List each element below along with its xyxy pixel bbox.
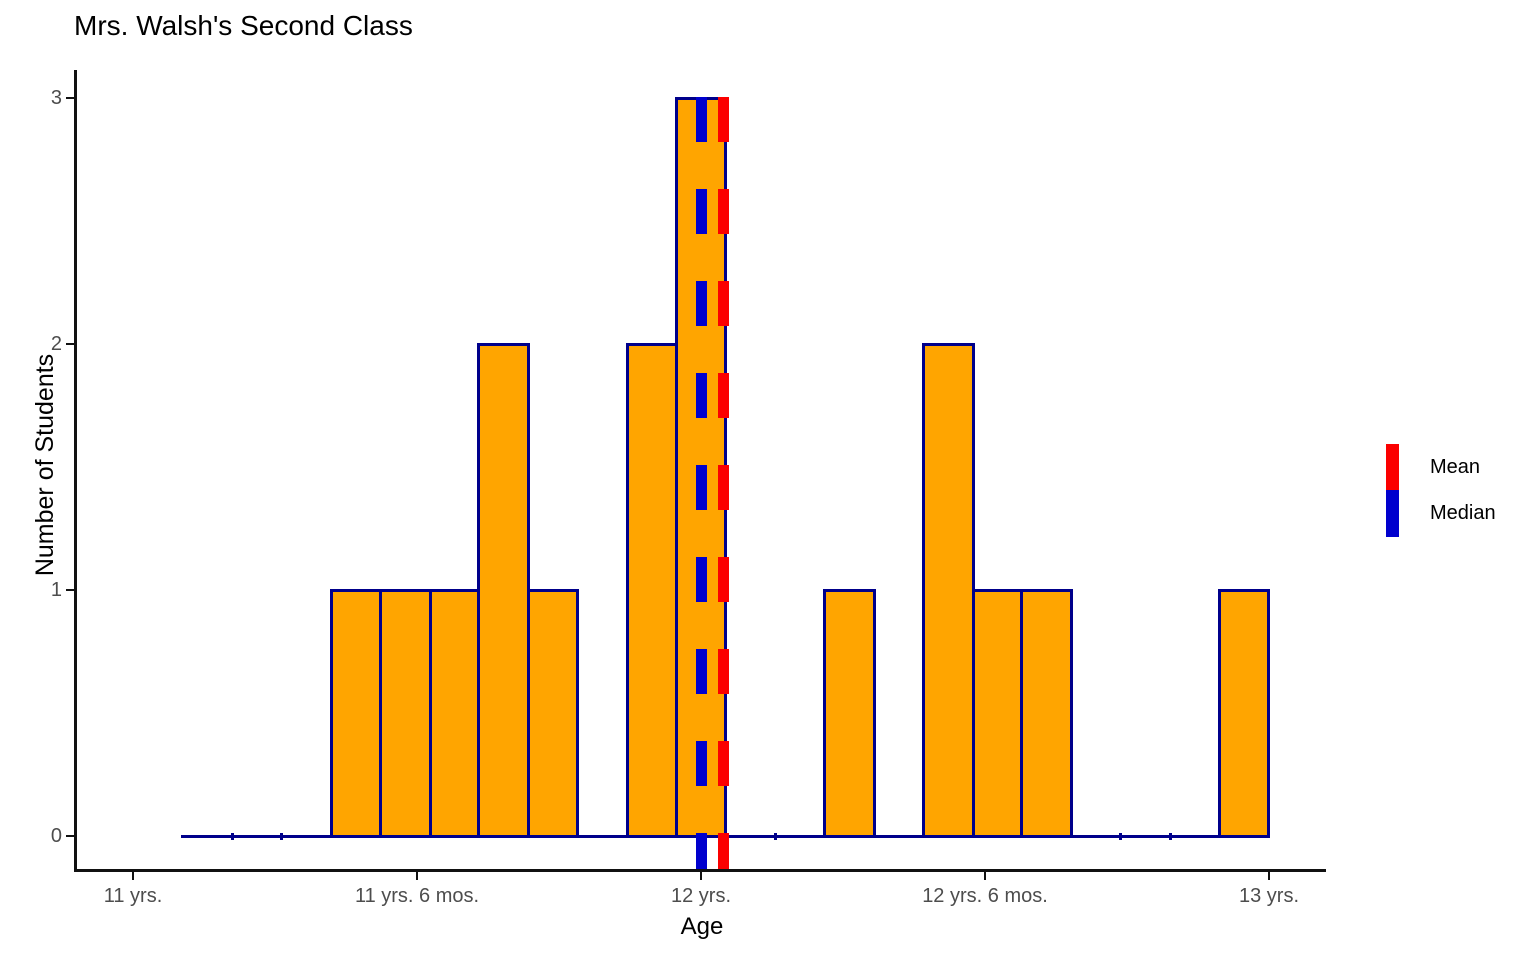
empty-bin-edge-mark [280, 833, 284, 840]
y-tick-label: 3 [50, 87, 62, 109]
histogram-bar [526, 588, 580, 838]
histogram-bar [1218, 588, 1271, 838]
empty-bin-edge-mark [1168, 833, 1172, 840]
y-axis-title: Number of Students [31, 353, 59, 577]
x-axis-tick [415, 871, 419, 880]
y-axis-tick [66, 834, 74, 838]
x-tick-label: 13 yrs. [1238, 885, 1300, 907]
x-axis-line [74, 869, 1326, 872]
mean-line [718, 97, 730, 869]
y-axis-tick [66, 588, 74, 592]
x-axis-tick [131, 871, 135, 880]
x-axis-tick [699, 871, 703, 880]
y-tick-label: 1 [50, 579, 62, 601]
median-legend-label: Median [1430, 502, 1496, 524]
empty-bin-edge-mark [230, 833, 234, 840]
x-tick-label: 12 yrs. [670, 885, 732, 907]
histogram-bar [823, 588, 876, 838]
median-line [695, 97, 707, 869]
x-axis-title: Age [680, 913, 724, 940]
x-axis-tick [983, 871, 987, 880]
y-tick-label: 2 [50, 333, 62, 355]
histogram-bar [428, 588, 481, 838]
histogram-bar [379, 588, 432, 838]
mean-legend-label: Mean [1430, 456, 1481, 478]
x-tick-label: 12 yrs. 6 mos. [922, 885, 1048, 907]
histogram-bar [625, 342, 679, 838]
x-tick-label: 11 yrs. 6 mos. [354, 885, 480, 907]
histogram-bar [971, 588, 1024, 838]
histogram-bar [477, 342, 530, 838]
y-tick-label: 0 [50, 825, 62, 847]
empty-bin-edge-mark [1119, 833, 1123, 840]
mean-legend-swatch [1386, 444, 1399, 490]
histogram-bar [1020, 588, 1073, 838]
empty-bin-edge-mark [773, 833, 777, 840]
histogram-bar [329, 588, 383, 838]
chart-title: Mrs. Walsh's Second Class [74, 10, 413, 41]
y-axis-tick [66, 96, 74, 100]
x-tick-label: 11 yrs. [103, 885, 163, 907]
histogram-bar [922, 342, 975, 838]
x-axis-tick [1267, 871, 1271, 880]
y-axis-tick [66, 342, 74, 346]
median-legend-swatch [1386, 490, 1399, 537]
y-axis-line [74, 70, 77, 871]
